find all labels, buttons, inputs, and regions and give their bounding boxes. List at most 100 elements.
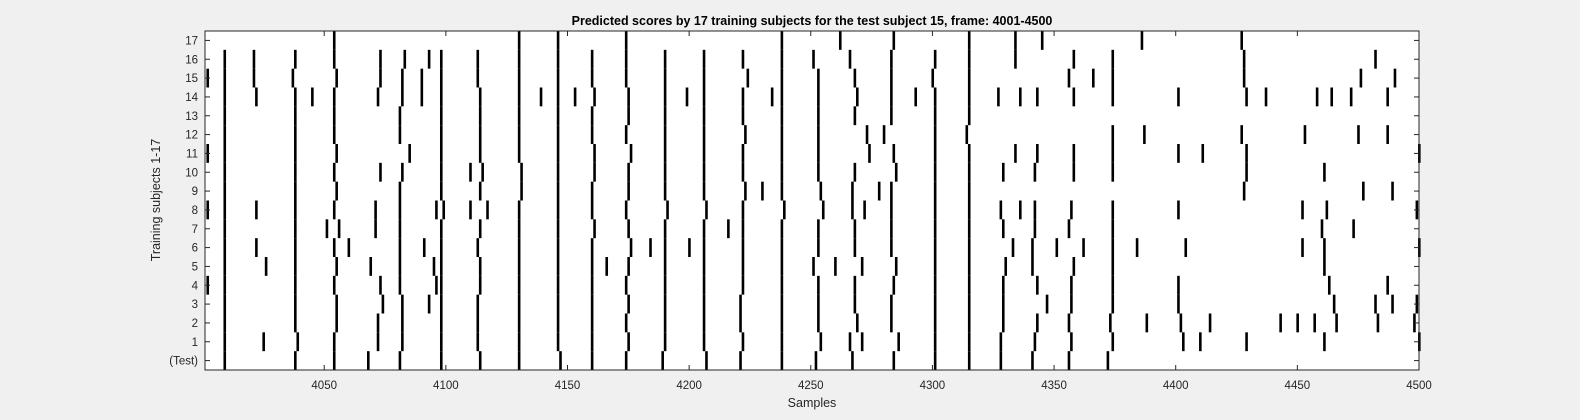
event-mark: [1320, 219, 1324, 239]
event-mark: [1067, 68, 1071, 88]
event-mark: [780, 125, 784, 144]
event-mark: [476, 238, 480, 257]
event-mark: [933, 87, 937, 107]
event-mark: [702, 332, 706, 352]
event-mark: [1001, 219, 1005, 239]
x-axis: 4050 4100 4150 4200 4250 4300 4350 4400 4450 4500: [311, 31, 1432, 392]
x-tick-label: 4250: [798, 380, 824, 392]
event-mark: [398, 106, 402, 126]
event-mark: [1245, 332, 1248, 352]
event-mark: [294, 313, 297, 333]
event-mark: [890, 219, 893, 239]
event-mark: [702, 144, 706, 163]
event-mark: [967, 257, 971, 276]
event-mark: [439, 313, 443, 333]
event-mark: [933, 257, 937, 276]
event-mark: [890, 313, 893, 333]
event-mark: [853, 294, 857, 314]
event-mark: [967, 106, 971, 126]
event-mark: [853, 68, 857, 88]
event-mark: [1327, 275, 1331, 295]
event-mark: [517, 68, 521, 88]
event-mark: [741, 238, 745, 257]
event-mark: [967, 275, 971, 295]
event-mark: [739, 313, 742, 333]
event-mark: [1374, 49, 1377, 69]
event-mark: [476, 332, 480, 352]
event-mark: [933, 294, 937, 314]
event-layer: [206, 31, 1421, 370]
event-mark: [1019, 87, 1022, 107]
event-mark: [624, 125, 628, 144]
event-mark: [223, 257, 227, 276]
event-mark: [439, 275, 443, 295]
event-mark: [1014, 144, 1017, 163]
event-mark: [997, 87, 1000, 107]
event-mark: [819, 181, 823, 201]
event-mark: [1357, 125, 1360, 144]
event-mark: [1177, 294, 1180, 314]
y-tick-label: 14: [185, 92, 198, 104]
event-mark: [812, 257, 815, 276]
event-mark: [1067, 219, 1071, 239]
x-tick-label: 4300: [920, 380, 946, 392]
event-mark: [517, 257, 521, 276]
event-mark: [741, 332, 745, 352]
event-mark: [401, 332, 404, 352]
event-mark: [624, 275, 628, 295]
event-mark: [663, 257, 667, 276]
event-mark: [401, 87, 404, 107]
event-mark: [1245, 144, 1248, 163]
event-mark: [783, 200, 786, 220]
event-mark: [255, 238, 258, 257]
event-mark: [1055, 238, 1059, 257]
event-mark: [439, 144, 443, 163]
event-mark: [741, 49, 745, 69]
event-mark: [556, 87, 560, 107]
event-mark: [1111, 275, 1115, 295]
event-mark: [739, 294, 742, 314]
event-mark: [1001, 162, 1005, 182]
event-mark: [517, 238, 521, 257]
event-mark: [605, 257, 609, 276]
event-mark: [627, 87, 630, 107]
event-mark: [780, 294, 784, 314]
event-mark: [1393, 68, 1397, 88]
event-mark: [294, 238, 297, 257]
event-mark: [931, 68, 935, 88]
event-mark: [1301, 238, 1304, 257]
y-tick-label: 12: [185, 130, 198, 142]
event-mark: [627, 332, 630, 352]
event-mark: [478, 87, 482, 107]
event-mark: [1111, 162, 1115, 182]
event-mark: [223, 332, 227, 352]
event-mark: [332, 31, 336, 50]
event-mark: [663, 87, 667, 107]
event-mark: [1362, 181, 1365, 201]
event-mark: [663, 332, 667, 352]
x-tick-label: 4500: [1406, 380, 1432, 392]
y-tick-label: 4: [192, 280, 199, 292]
event-mark: [1033, 200, 1037, 220]
event-mark: [294, 144, 297, 163]
event-mark: [593, 144, 596, 163]
event-mark: [517, 144, 521, 163]
event-mark: [422, 238, 426, 257]
event-mark: [1184, 238, 1188, 257]
event-mark: [624, 351, 628, 370]
event-mark: [663, 275, 667, 295]
y-tick-label: 15: [185, 73, 198, 85]
event-mark: [332, 125, 336, 144]
y-tick-label: 3: [192, 299, 198, 311]
event-mark: [1019, 200, 1022, 220]
event-mark: [401, 294, 404, 314]
event-mark: [892, 31, 896, 50]
event-mark: [1070, 294, 1073, 314]
event-mark: [1315, 87, 1319, 107]
event-mark: [427, 294, 431, 314]
event-mark: [933, 106, 937, 126]
event-mark: [556, 238, 560, 257]
event-mark: [933, 275, 937, 295]
event-mark: [933, 49, 937, 69]
event-mark: [1386, 87, 1389, 107]
